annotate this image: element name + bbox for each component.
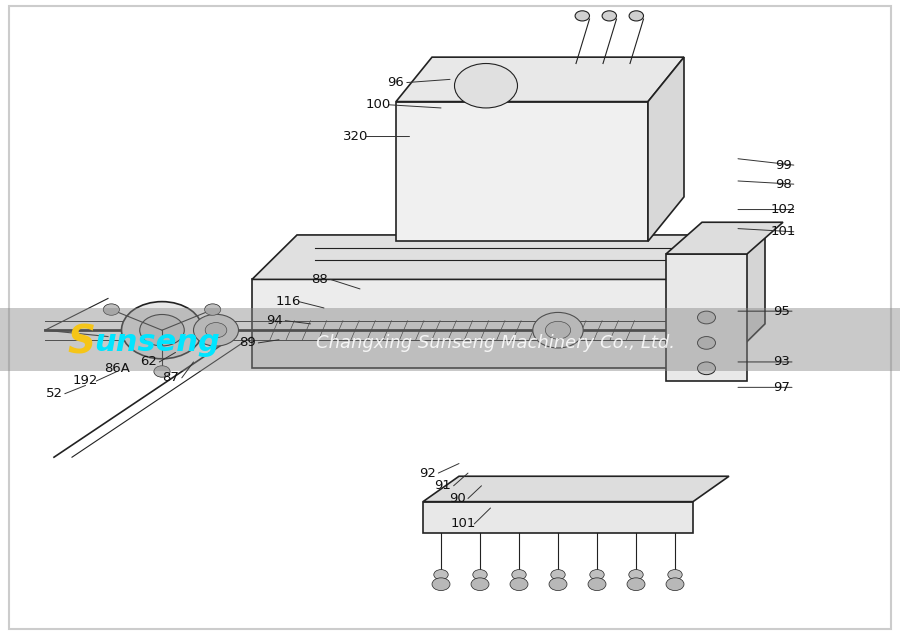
Circle shape (545, 321, 571, 339)
Text: 93: 93 (773, 356, 789, 368)
Text: S: S (67, 324, 95, 362)
Polygon shape (666, 222, 783, 254)
Text: 62: 62 (140, 356, 157, 368)
Circle shape (698, 337, 716, 349)
Text: Changxing Sunseng Machinery Co., Ltd.: Changxing Sunseng Machinery Co., Ltd. (316, 334, 674, 352)
Circle shape (194, 314, 238, 346)
Text: unseng: unseng (94, 328, 220, 358)
Text: 116: 116 (275, 295, 301, 308)
Polygon shape (648, 57, 684, 241)
Text: 101: 101 (770, 225, 796, 238)
Text: 101: 101 (451, 518, 476, 530)
Circle shape (590, 570, 604, 580)
Circle shape (122, 302, 202, 359)
Text: 52: 52 (46, 387, 62, 400)
Text: 89: 89 (239, 337, 256, 349)
FancyBboxPatch shape (252, 279, 720, 368)
Text: 98: 98 (775, 178, 791, 190)
Circle shape (154, 366, 170, 377)
Circle shape (434, 570, 448, 580)
Circle shape (510, 578, 528, 591)
Circle shape (575, 11, 590, 21)
Circle shape (432, 578, 450, 591)
Text: 100: 100 (365, 98, 391, 111)
Circle shape (512, 570, 526, 580)
Text: 99: 99 (775, 159, 791, 171)
Circle shape (698, 362, 716, 375)
Circle shape (204, 304, 220, 315)
FancyBboxPatch shape (396, 102, 648, 241)
Text: 88: 88 (311, 273, 328, 286)
Circle shape (629, 11, 643, 21)
Circle shape (104, 304, 120, 315)
Circle shape (627, 578, 645, 591)
Polygon shape (396, 57, 684, 102)
Circle shape (472, 570, 487, 580)
Text: 102: 102 (770, 203, 796, 216)
Circle shape (533, 312, 583, 348)
Text: 87: 87 (163, 371, 179, 384)
Circle shape (551, 570, 565, 580)
FancyBboxPatch shape (423, 502, 693, 533)
Text: 192: 192 (73, 375, 98, 387)
Text: 90: 90 (449, 492, 465, 505)
Circle shape (454, 64, 518, 108)
Circle shape (629, 570, 643, 580)
Text: 92: 92 (419, 467, 436, 479)
FancyBboxPatch shape (666, 254, 747, 381)
Text: 91: 91 (435, 479, 451, 492)
Text: 320: 320 (343, 130, 368, 143)
Circle shape (698, 311, 716, 324)
Text: 95: 95 (773, 305, 789, 318)
Text: 97: 97 (773, 381, 789, 394)
Bar (0, 308, 900, 371)
Circle shape (205, 323, 227, 338)
Circle shape (668, 570, 682, 580)
Circle shape (140, 314, 184, 346)
Circle shape (549, 578, 567, 591)
Circle shape (471, 578, 489, 591)
Polygon shape (423, 476, 729, 502)
Text: 86A: 86A (104, 362, 130, 375)
Circle shape (666, 578, 684, 591)
Circle shape (602, 11, 616, 21)
Polygon shape (720, 235, 765, 368)
Text: 96: 96 (388, 76, 404, 89)
Text: 94: 94 (266, 314, 283, 327)
Circle shape (588, 578, 606, 591)
Polygon shape (252, 235, 765, 279)
